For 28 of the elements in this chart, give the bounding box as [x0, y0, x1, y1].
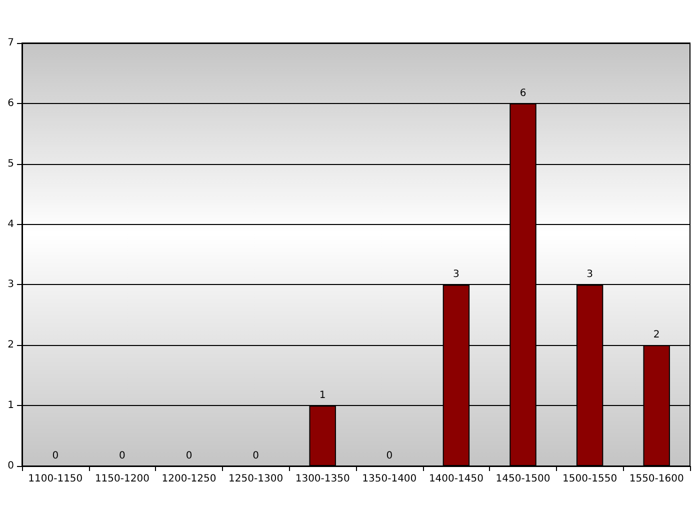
x-tick-label: 1200-1250 — [162, 474, 216, 484]
x-tick-label: 1150-1200 — [94, 474, 150, 484]
data-label: 3 — [586, 269, 593, 280]
data-label: 0 — [386, 450, 393, 462]
data-label: 6 — [520, 88, 526, 99]
x-tick-label: 1250-1300 — [228, 474, 284, 484]
x-tick-label: 1500-1550 — [562, 474, 618, 484]
x-tick-label: 1400-1450 — [428, 474, 484, 484]
data-label: 1 — [319, 390, 326, 402]
y-tick-label: 0 — [8, 460, 14, 472]
y-tick-label: 4 — [8, 218, 14, 230]
data-label: 3 — [453, 269, 460, 280]
data-label: 0 — [186, 450, 192, 462]
x-tick-label: 1450-1500 — [496, 474, 550, 484]
x-tick-label: 1550-1600 — [629, 474, 684, 484]
y-tick-label: 6 — [8, 98, 14, 109]
y-tick-label: 1 — [8, 400, 14, 412]
y-tick-label: 3 — [8, 279, 14, 290]
data-label: 0 — [119, 450, 126, 462]
data-label: 2 — [653, 330, 660, 341]
y-tick-label: 7 — [8, 38, 14, 48]
data-label: 0 — [252, 450, 259, 462]
x-tick-label: 1100-1150 — [28, 474, 83, 484]
y-tick-label: 5 — [8, 158, 14, 170]
y-tick-label: 2 — [8, 340, 14, 351]
x-tick-label: 1350-1400 — [362, 474, 417, 484]
data-label: 0 — [52, 450, 59, 462]
x-tick-label: 1300-1350 — [295, 474, 350, 484]
